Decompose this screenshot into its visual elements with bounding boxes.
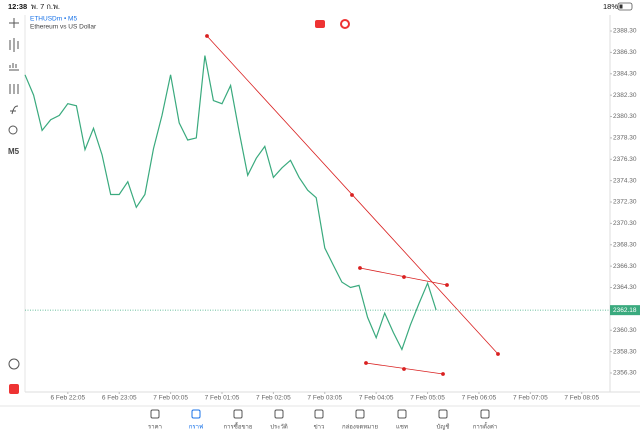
y-tick-label: 2386.30 [613,49,637,56]
y-tick-label: 2364.30 [613,284,637,291]
x-tick-label: 7 Feb 02:05 [256,395,291,402]
tab-icon[interactable] [233,409,243,419]
anchor [402,275,406,279]
price-line [24,55,437,352]
trade-button[interactable] [315,20,325,28]
tab-icon[interactable] [480,409,490,419]
y-tick-label: 2382.30 [613,92,637,99]
left-toolbar [8,18,20,370]
tab-icon[interactable] [314,409,324,419]
y-tick-label: 2376.30 [613,156,637,163]
indicator-button[interactable] [340,19,350,29]
current-price-label: 2362.18 [613,307,637,314]
anchor [205,34,209,38]
y-tick-label: 2374.30 [613,177,637,184]
y-tick-label: 2384.30 [613,70,637,77]
anchor [445,283,449,287]
x-tick-label: 7 Feb 03:05 [307,395,342,402]
chart-type-tool[interactable] [9,38,19,52]
tab-label[interactable]: ข่าว [314,424,325,431]
tab-icon[interactable] [355,409,365,419]
symbol: ETHUSDm • M5 [30,16,77,23]
tab-label[interactable]: การซื้อขาย [224,421,253,431]
tab-icon[interactable] [274,409,284,419]
y-tick-label: 2358.30 [613,348,637,355]
tab-label[interactable]: ประวัติ [270,424,288,431]
y-tick-label: 2360.30 [613,327,637,334]
y-tick-label: 2372.30 [613,199,637,206]
tab-icon[interactable] [438,409,448,419]
crosshair-tool[interactable] [9,18,19,28]
tab-label[interactable]: การตั้งค่า [473,421,497,431]
y-tick-label: 2368.30 [613,241,637,248]
plot [24,55,437,352]
drawings [205,34,500,376]
function-tool[interactable] [10,105,19,115]
x-tick-label: 6 Feb 22:05 [50,395,85,402]
anchor [496,352,500,356]
x-tick-label: 7 Feb 01:05 [205,395,240,402]
battery-level [619,4,623,9]
anchor [358,266,362,270]
tab-label[interactable]: แชท [396,424,408,431]
tab-label[interactable]: กราฟ [189,424,203,431]
tab-icon[interactable] [191,409,201,419]
status-battery: 18% [603,2,618,11]
y-tick-label: 2366.30 [613,263,637,270]
tab-icon[interactable] [150,409,160,419]
analysis-tool[interactable] [8,358,20,370]
x-tick-label: 7 Feb 07:05 [513,395,548,402]
indicators-tool[interactable] [9,63,19,71]
search-tool[interactable] [8,125,18,135]
y-tick-label: 2378.30 [613,135,637,142]
anchor [441,372,445,376]
y-tick-label: 2356.30 [613,370,637,377]
y-tick-label: 2388.30 [613,28,637,35]
tab-label[interactable]: กล่องจดหมาย [342,424,378,431]
status-date: พ. 7 ก.พ. [31,2,60,11]
x-tick-label: 7 Feb 00:05 [153,395,188,402]
timeframe[interactable]: M5 [8,147,20,156]
x-tick-label: 7 Feb 05:05 [410,395,445,402]
anchor [364,361,368,365]
tab-icon[interactable] [397,409,407,419]
anchor [350,193,354,197]
x-tick-label: 7 Feb 04:05 [359,395,394,402]
x-tick-label: 7 Feb 06:05 [462,395,497,402]
tab-label[interactable]: บัญชี [437,423,450,431]
x-tick-label: 6 Feb 23:05 [102,395,137,402]
battery-icon [617,2,633,11]
x-tick-label: 7 Feb 08:05 [564,395,599,402]
status-time: 12:38 [8,2,27,11]
y-tick-label: 2370.30 [613,220,637,227]
app-logo [9,384,19,394]
anchor [402,367,406,371]
symbol-description: Ethereum vs US Dollar [30,24,97,31]
y-tick-label: 2380.30 [613,113,637,120]
objects-tool[interactable] [9,84,19,94]
current-price-box [610,305,640,316]
tab-label[interactable]: ราคา [148,424,162,431]
